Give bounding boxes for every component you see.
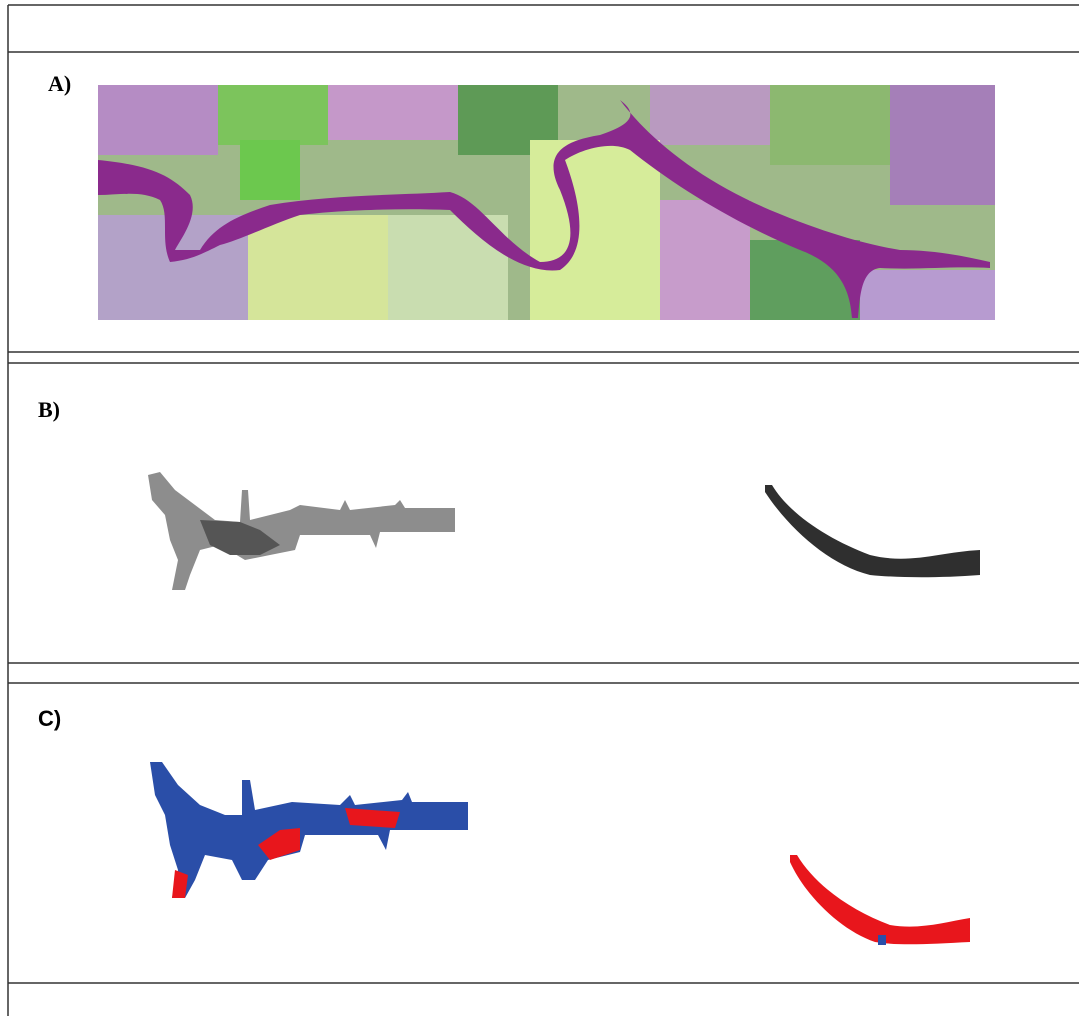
field — [98, 85, 218, 155]
field — [860, 270, 995, 320]
field — [328, 85, 458, 140]
field — [218, 85, 328, 145]
satellite-image — [98, 85, 995, 320]
field — [248, 215, 388, 320]
field — [650, 85, 770, 145]
depth-blob — [148, 472, 455, 590]
field — [530, 140, 660, 320]
classification-map — [150, 762, 970, 945]
page: A) B) C) (() => { const data = JSON.pars… — [0, 0, 1079, 1016]
water-depth-map — [148, 472, 980, 590]
class-blob — [878, 935, 886, 945]
class-blob — [150, 762, 468, 898]
class-blob — [790, 855, 970, 944]
figure: A) B) C) — [0, 0, 1079, 1016]
depth-blob — [765, 485, 980, 577]
panel-label: A) — [48, 71, 71, 96]
field — [890, 85, 995, 205]
panel-label: C) — [38, 706, 61, 731]
field — [770, 85, 890, 165]
panel-label: B) — [38, 397, 60, 422]
field — [240, 140, 300, 200]
